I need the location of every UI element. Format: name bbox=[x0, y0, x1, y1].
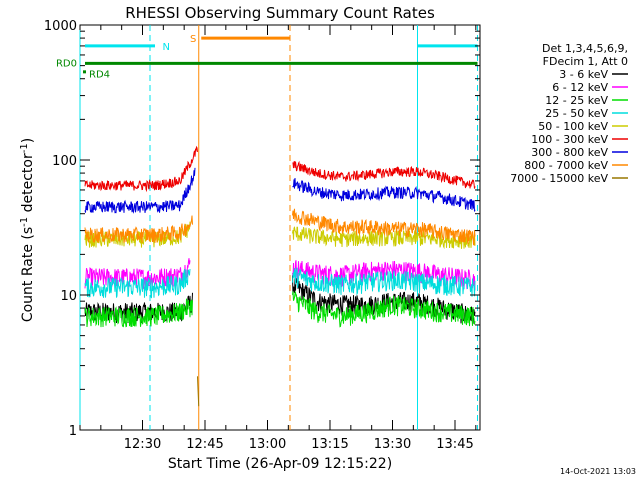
timestamp: 14-Oct-2021 13:03 bbox=[560, 467, 636, 476]
y-axis-label-close: ) bbox=[20, 138, 36, 143]
x-tick-label: 12:30 bbox=[124, 437, 161, 452]
legend-label: 800 - 7000 keV bbox=[524, 159, 608, 172]
y-axis-label-exp2: -1 bbox=[19, 143, 30, 153]
series-line bbox=[292, 290, 476, 328]
series-line bbox=[292, 208, 476, 246]
series-lines bbox=[84, 145, 476, 407]
series-line bbox=[84, 292, 193, 324]
vertical-markers bbox=[79, 25, 478, 430]
x-tick-label: 13:15 bbox=[311, 437, 348, 452]
flag-label: RD4 bbox=[89, 69, 110, 80]
flag-label: N bbox=[163, 42, 170, 53]
legend-label: 7000 - 15000 keV bbox=[510, 172, 608, 185]
y-tick-label: 1000 bbox=[44, 19, 77, 34]
flag-bars: N S RD0 RD4 bbox=[56, 34, 478, 80]
series-line bbox=[292, 267, 476, 297]
series-line bbox=[84, 215, 193, 244]
legend-label: 25 - 50 keV bbox=[545, 107, 608, 120]
flag-label: S bbox=[190, 34, 196, 45]
legend-header: Det 1,3,4,5,6,9, bbox=[542, 42, 628, 55]
legend-label: 100 - 300 keV bbox=[531, 133, 608, 146]
series-line bbox=[292, 177, 476, 212]
legend-label: 50 - 100 keV bbox=[538, 120, 608, 133]
x-tick-label: 13:00 bbox=[249, 437, 286, 452]
legend-label: 3 - 6 keV bbox=[559, 68, 608, 81]
chart-title: RHESSI Observing Summary Count Rates bbox=[125, 4, 435, 22]
x-tick-label: 13:45 bbox=[436, 437, 473, 452]
legend-label: 12 - 25 keV bbox=[545, 94, 608, 107]
rd4-marker bbox=[83, 70, 86, 74]
series-line bbox=[197, 376, 200, 407]
series-line bbox=[84, 145, 198, 193]
series-line bbox=[292, 260, 476, 291]
series-line bbox=[84, 258, 191, 290]
series-line bbox=[292, 160, 476, 189]
y-tick-label: 1 bbox=[69, 424, 77, 439]
y-axis-label-exp: -1 bbox=[19, 217, 30, 227]
y-axis-label-prefix: Count Rate (s bbox=[20, 227, 36, 322]
series-line bbox=[84, 268, 191, 299]
x-tick-label: 12:45 bbox=[186, 437, 223, 452]
series-line bbox=[84, 298, 193, 328]
series-line bbox=[84, 167, 196, 214]
axes: 1 10 100 1000 12:30 12:45 13:00 13:15 13:30 13:45 bbox=[44, 19, 480, 452]
x-axis-label: Start Time (26-Apr-09 12:15:22) bbox=[168, 456, 392, 472]
legend: Det 1,3,4,5,6,9,FDecim 1, Att 03 - 6 keV… bbox=[510, 42, 628, 185]
legend-label: 6 - 12 keV bbox=[552, 81, 608, 94]
y-axis-label-suffix: detector bbox=[20, 153, 36, 217]
y-axis-label: Count Rate (s-1 detector-1) bbox=[19, 138, 36, 322]
legend-header: FDecim 1, Att 0 bbox=[543, 55, 628, 68]
flag-label: RD0 bbox=[56, 58, 77, 69]
legend-label: 300 - 800 keV bbox=[531, 146, 608, 159]
x-tick-label: 13:30 bbox=[374, 437, 411, 452]
y-tick-label: 100 bbox=[52, 154, 77, 169]
y-tick-label: 10 bbox=[60, 289, 77, 304]
